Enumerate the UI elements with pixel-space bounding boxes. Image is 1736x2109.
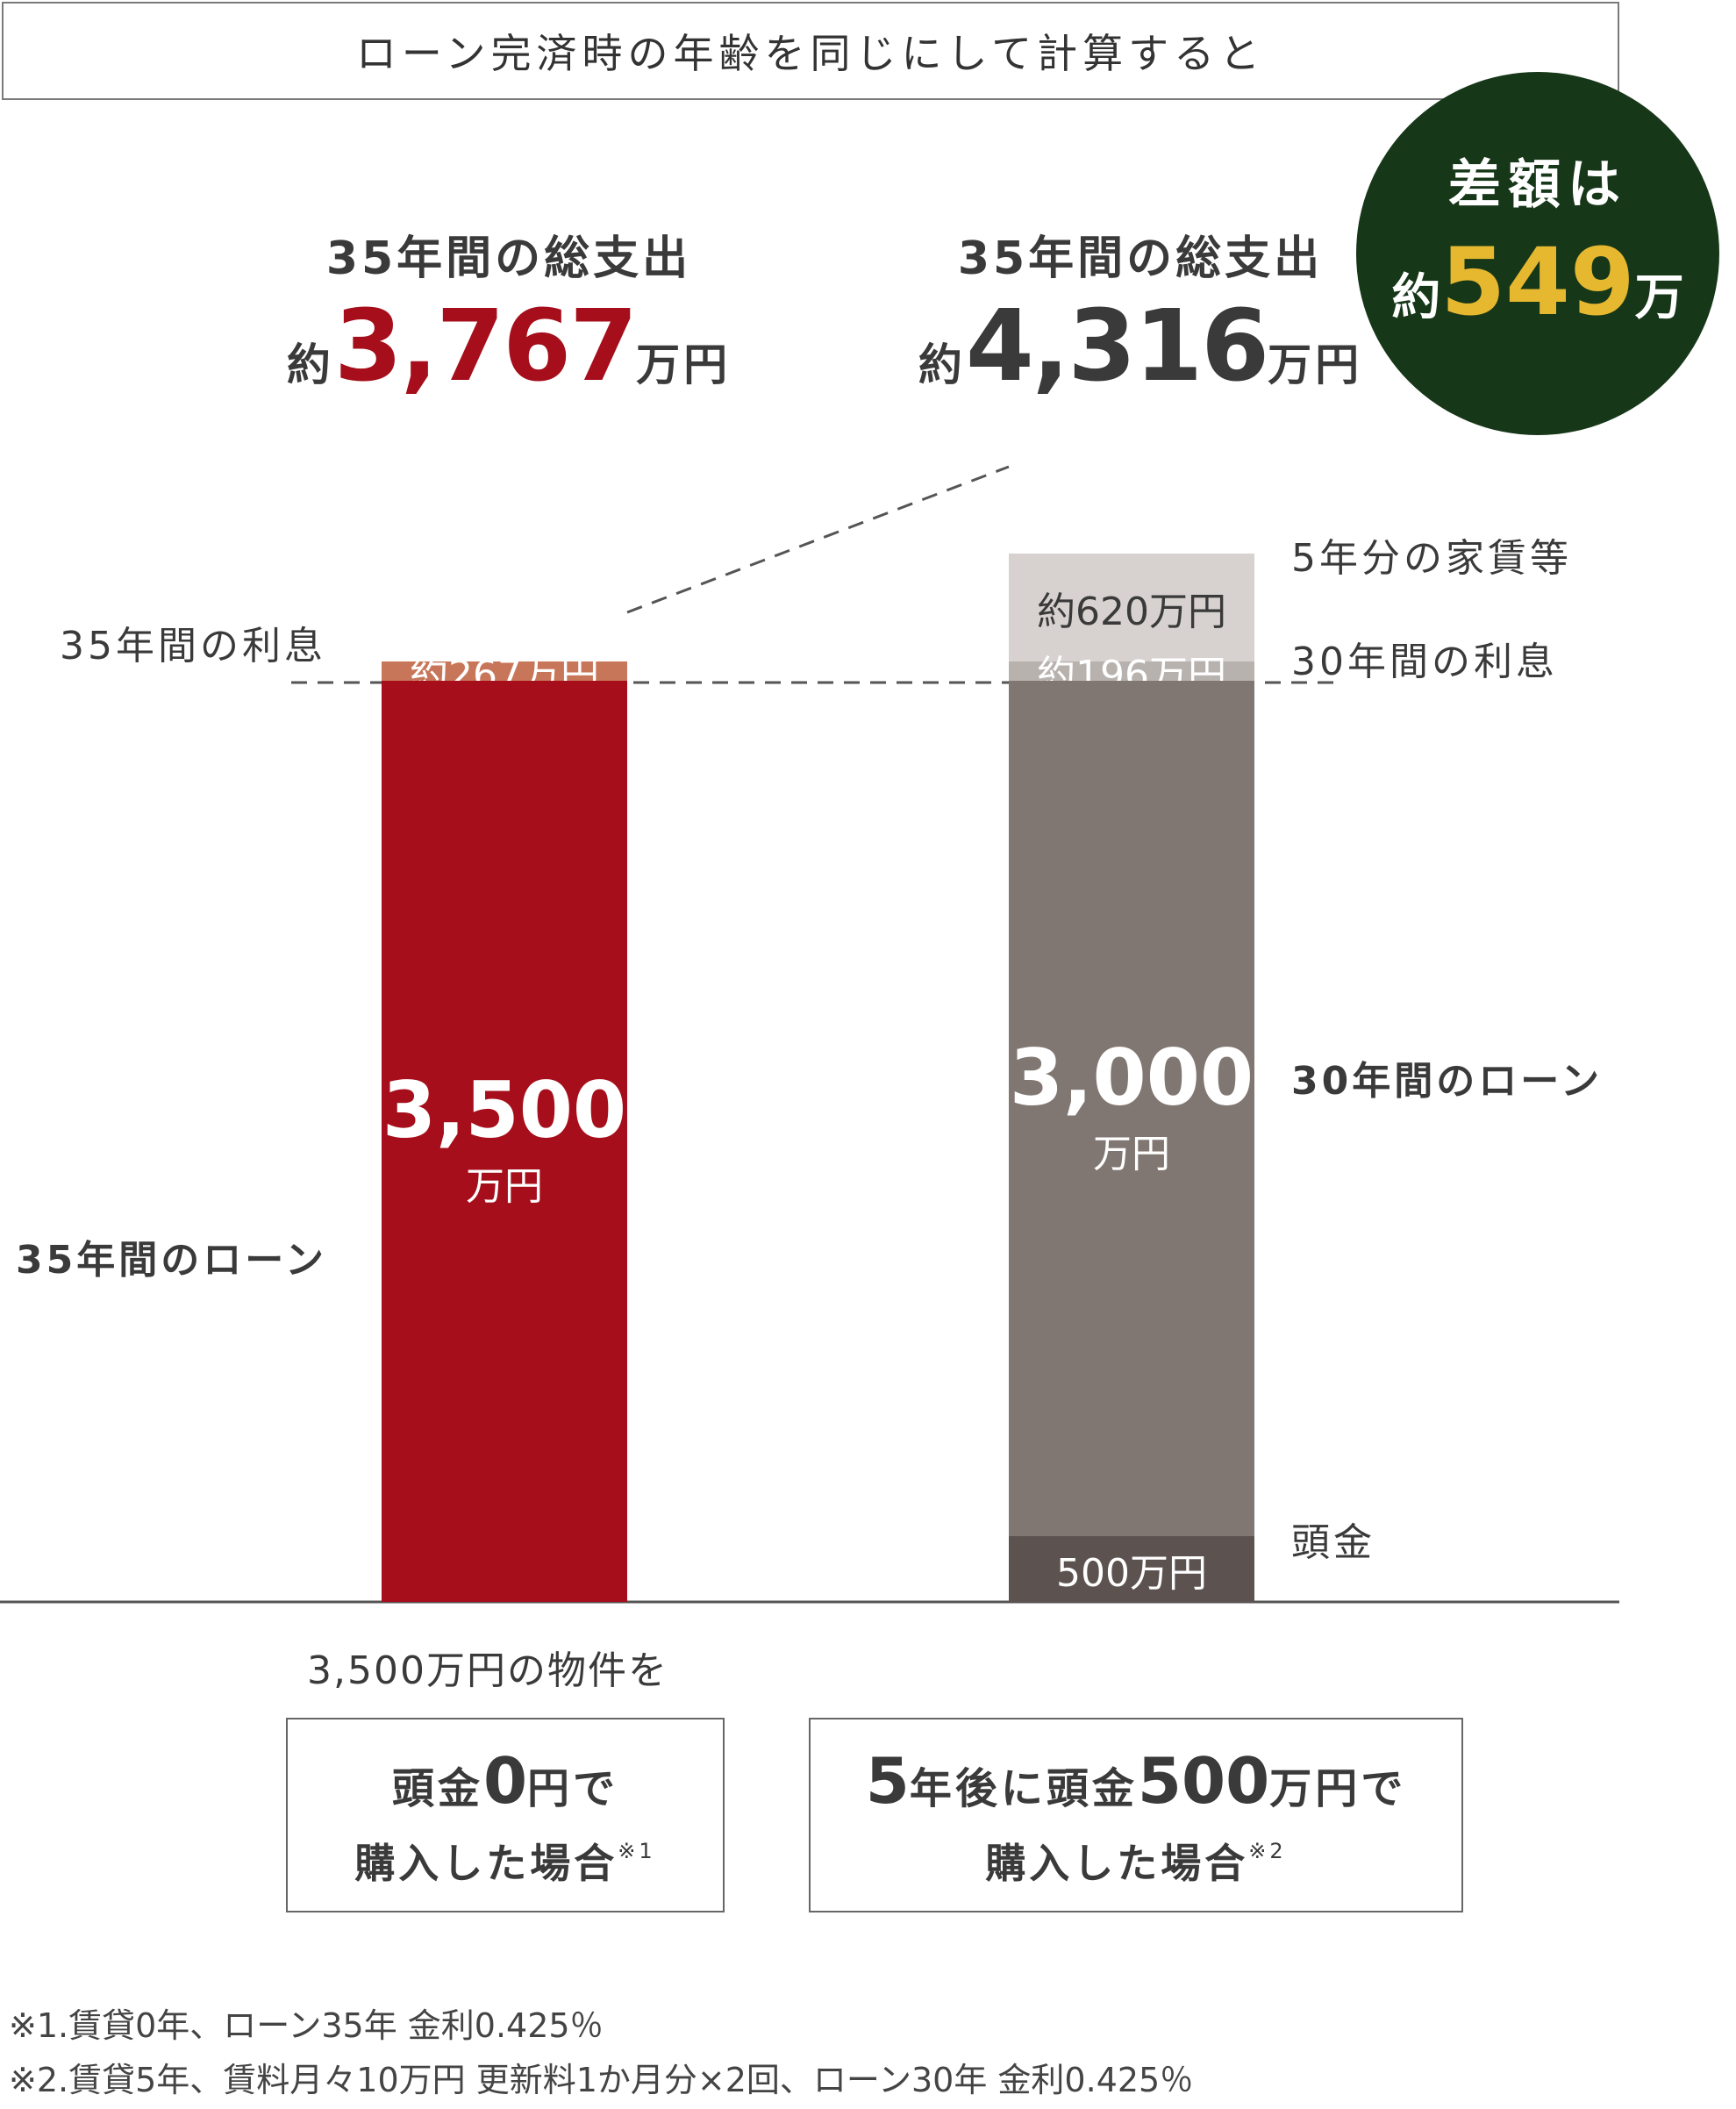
footnote-1: ※1.賃貸0年、ローン35年 金利0.425％ [9,2006,604,2045]
left-total: 約3,767万円 [263,290,754,404]
condition-left-line2-text: 購入した場合 [354,1840,618,1887]
header-title: ローン完済時の年齢を同じにして計算すると [355,30,1266,77]
condition-right-line2-text: 購入した場合 [985,1840,1249,1887]
conditions-lead: 3,500万円の物件を [307,1648,668,1693]
footnote-2: ※2.賃貸5年、賃料月々10万円 更新料1か月分×2回、ローン30年 金利0.4… [9,2061,1194,2099]
condition-right-box: 5年後に頭金500万円で 購入した場合※2 [809,1718,1463,1912]
left-total-title: 35年間の総支出 [325,232,692,285]
right-total-suffix: 万円 [1268,340,1363,390]
difference-prefix: 約 [1391,269,1441,326]
bar-left-loan-value: 3,500 [382,1065,627,1155]
bar-right-interest-segment: 約196万円 [1009,653,1254,697]
bar-right-loan-unit: 万円 [1093,1131,1170,1176]
condition-right-line1: 5年後に頭金500万円で [811,1744,1461,1818]
condition-right-note: ※2 [1248,1839,1287,1863]
bar-left-loan-unit: 万円 [466,1164,543,1209]
condition-left-box: 頭金0円で 購入した場合※1 [286,1718,725,1912]
difference-label: 差額は [1448,154,1627,216]
bar-right-loan-value: 3,000 [1009,1032,1254,1123]
right-downpayment-side-label: 頭金 [1291,1520,1375,1565]
left-loan-side-label: 35年間のローン [16,1238,328,1283]
right-rent-side-label: 5年分の家賃等 [1291,536,1572,581]
bar-right-downpayment-label: 500万円 [1056,1550,1207,1596]
difference-badge: 差額は 約549万 [1356,72,1719,435]
bar-right-downpayment-segment: 500万円 [1009,1536,1254,1602]
difference-suffix: 万 [1634,269,1684,326]
bar-right-rent-label: 約620万円 [1037,589,1226,634]
difference-value: 549 [1440,228,1635,336]
left-total-suffix: 万円 [636,340,732,390]
bar-left-loan-segment: 3,500 万円 [382,681,627,1602]
right-loan-side-label: 30年間のローン [1291,1059,1604,1104]
condition-left-big: 0 [482,1744,528,1818]
right-total-prefix: 約 [918,340,966,390]
condition-right-mid1: 年後に頭金 [909,1764,1138,1813]
condition-left-line1: 頭金0円で [288,1744,723,1818]
condition-left-post: 円で [527,1764,619,1813]
left-interest-side-label: 35年間の利息 [60,624,326,668]
right-total-value: 4,316 [965,290,1269,404]
left-total-prefix: 約 [286,340,334,390]
condition-right-big1: 5 [865,1744,910,1818]
condition-right-big2: 500 [1137,1744,1270,1818]
condition-right-post: 万円で [1269,1764,1407,1813]
condition-left-note: ※1 [618,1839,656,1863]
right-total: 約4,316万円 [895,290,1386,404]
condition-right-line2: 購入した場合※2 [811,1832,1461,1890]
header-title-box: ローン完済時の年齢を同じにして計算すると [2,2,1619,100]
difference-amount: 約549万 [1356,228,1719,336]
comparison-connector-line [626,465,1010,614]
condition-left-line2: 購入した場合※1 [288,1832,723,1890]
bar-left-interest-segment: 約267万円 [382,653,627,697]
right-interest-side-label: 30年間の利息 [1291,640,1558,684]
right-total-title: 35年間の総支出 [957,232,1324,285]
left-total-value: 3,767 [333,290,638,404]
condition-left-pre: 頭金 [391,1764,483,1813]
bar-right-rent-segment: 約620万円 [1009,554,1254,662]
bar-right-loan-segment: 3,000 万円 [1009,681,1254,1536]
